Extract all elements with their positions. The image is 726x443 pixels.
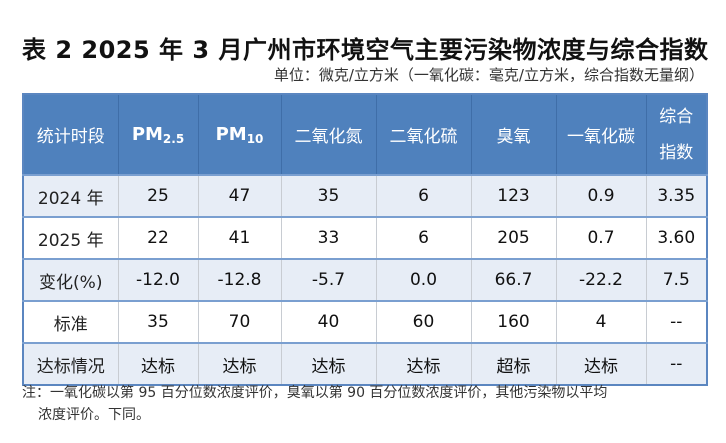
table-cell: 3.60 bbox=[645, 216, 707, 259]
footnote: 注：一氧化碳以第 95 百分位数浓度评价，臭氧以第 90 百分位数浓度评价，其他… bbox=[22, 382, 712, 426]
table-cell: -22.2 bbox=[555, 258, 646, 301]
row-label: 达标情况 bbox=[23, 342, 118, 385]
table-cell: 205 bbox=[470, 216, 556, 259]
table-cell: 0.0 bbox=[375, 258, 471, 301]
header-pm10: PM10 bbox=[197, 94, 281, 175]
header-no2: 二氧化氮 bbox=[280, 94, 376, 175]
table-cell: 40 bbox=[280, 300, 376, 343]
table-row: 标准 35 70 40 60 160 4 -- bbox=[23, 300, 707, 343]
table-cell: 60 bbox=[375, 300, 471, 343]
table-cell: 3.35 bbox=[645, 174, 707, 217]
table-cell: 6 bbox=[375, 216, 471, 259]
table-cell: -- bbox=[645, 300, 707, 343]
table-cell: 达标 bbox=[197, 342, 281, 385]
header-period: 统计时段 bbox=[23, 94, 118, 175]
header-so2: 二氧化硫 bbox=[375, 94, 471, 175]
header-co: 一氧化碳 bbox=[555, 94, 646, 175]
table-row: 变化(%) -12.0 -12.8 -5.7 0.0 66.7 -22.2 7.5 bbox=[23, 258, 707, 301]
footnote-line2: 浓度评价。下同。 bbox=[38, 407, 150, 423]
table-cell: 25 bbox=[117, 174, 198, 217]
table-cell: 22 bbox=[117, 216, 198, 259]
table-cell: 达标 bbox=[280, 342, 376, 385]
row-label: 标准 bbox=[23, 300, 118, 343]
table-cell: 达标 bbox=[117, 342, 198, 385]
table-cell: 0.9 bbox=[555, 174, 646, 217]
table-cell: 33 bbox=[280, 216, 376, 259]
table-cell: 35 bbox=[280, 174, 376, 217]
row-label: 2025 年 bbox=[23, 216, 118, 259]
table-cell: -- bbox=[645, 342, 707, 385]
table-cell: -12.0 bbox=[117, 258, 198, 301]
table-cell: 123 bbox=[470, 174, 556, 217]
table-row: 达标情况 达标 达标 达标 达标 超标 达标 -- bbox=[23, 342, 707, 385]
table-cell: 6 bbox=[375, 174, 471, 217]
row-label: 2024 年 bbox=[23, 174, 118, 217]
pollutant-table: 统计时段 PM2.5 PM10 二氧化氮 二氧化硫 臭氧 一氧化碳 综合 指数 2… bbox=[22, 93, 708, 386]
table-title: 表 2 2025 年 3 月广州市环境空气主要污染物浓度与综合指数 bbox=[22, 36, 709, 64]
table-cell: 超标 bbox=[470, 342, 556, 385]
table-cell: 70 bbox=[197, 300, 281, 343]
table-cell: 达标 bbox=[375, 342, 471, 385]
header-row: 统计时段 PM2.5 PM10 二氧化氮 二氧化硫 臭氧 一氧化碳 综合 指数 bbox=[23, 94, 707, 175]
table-row: 2024 年 25 47 35 6 123 0.9 3.35 bbox=[23, 174, 707, 217]
table-cell: -12.8 bbox=[197, 258, 281, 301]
table-cell: 4 bbox=[555, 300, 646, 343]
table-cell: 达标 bbox=[555, 342, 646, 385]
table-cell: -5.7 bbox=[280, 258, 376, 301]
table-cell: 160 bbox=[470, 300, 556, 343]
unit-note: 单位：微克/立方米（一氧化碳：毫克/立方米，综合指数无量纲） bbox=[273, 66, 704, 84]
row-label: 变化(%) bbox=[23, 258, 118, 301]
table-cell: 35 bbox=[117, 300, 198, 343]
table-cell: 7.5 bbox=[645, 258, 707, 301]
table-cell: 47 bbox=[197, 174, 281, 217]
table-cell: 41 bbox=[197, 216, 281, 259]
table-cell: 66.7 bbox=[470, 258, 556, 301]
header-o3: 臭氧 bbox=[470, 94, 556, 175]
header-index: 综合 指数 bbox=[645, 94, 707, 175]
table-cell: 0.7 bbox=[555, 216, 646, 259]
header-pm25: PM2.5 bbox=[117, 94, 198, 175]
table-row: 2025 年 22 41 33 6 205 0.7 3.60 bbox=[23, 216, 707, 259]
footnote-line1: 注：一氧化碳以第 95 百分位数浓度评价，臭氧以第 90 百分位数浓度评价，其他… bbox=[22, 385, 608, 401]
